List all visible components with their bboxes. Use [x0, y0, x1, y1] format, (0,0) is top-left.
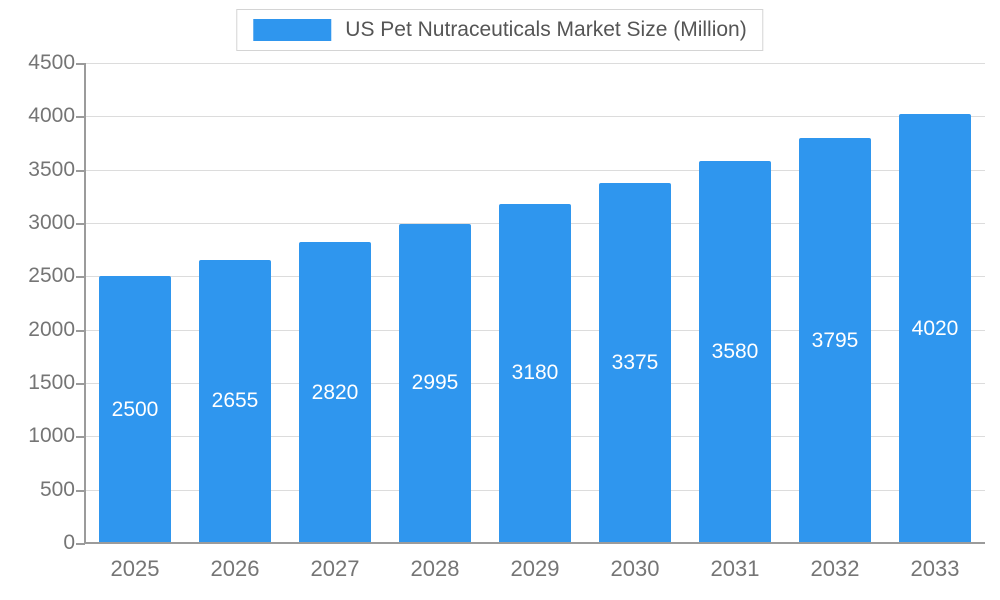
bar-column: 2655 — [185, 63, 285, 543]
y-tick-label: 1000 — [28, 424, 75, 448]
gridline — [85, 63, 985, 64]
legend[interactable]: US Pet Nutraceuticals Market Size (Milli… — [236, 9, 764, 51]
y-tick-label: 500 — [39, 477, 75, 501]
bar-2027: 2820 — [299, 242, 371, 543]
x-tick-label: 2025 — [110, 556, 160, 581]
bar-value-label: 3795 — [811, 328, 859, 352]
bar-series: 2500 2655 2820 2995 3180 3375 3580 3795 4020 — [85, 63, 985, 543]
y-tick-label: 4000 — [28, 104, 75, 128]
y-tick-label: 2000 — [28, 317, 75, 341]
x-tick-label: 2027 — [310, 556, 360, 581]
bar-column: 3180 — [485, 63, 585, 543]
y-tick-label: 1500 — [28, 371, 75, 394]
x-axis-line — [84, 542, 985, 544]
bar-value-label: 4020 — [911, 316, 959, 340]
y-tick-mark — [76, 276, 85, 279]
bar-2028: 2995 — [399, 223, 471, 543]
y-tick-mark — [76, 543, 85, 545]
legend-label: US Pet Nutraceuticals Market Size (Milli… — [345, 18, 747, 41]
x-tick-label: 2029 — [510, 556, 560, 581]
bar-column: 3375 — [585, 63, 685, 543]
x-tick-label: 2026 — [210, 556, 260, 581]
y-tick-mark — [76, 223, 85, 225]
y-tick-mark — [76, 169, 85, 172]
bar-column: 2500 — [85, 63, 185, 543]
legend-swatch — [253, 19, 332, 41]
x-tick-label: 2032 — [810, 556, 860, 581]
gridline — [85, 169, 985, 171]
y-tick-label: 3000 — [28, 211, 75, 234]
bar-2026: 2655 — [199, 259, 271, 543]
y-axis-line — [84, 63, 86, 544]
bar-2025: 2500 — [99, 276, 171, 543]
x-tick-label: 2030 — [610, 556, 660, 581]
bar-column: 4020 — [885, 63, 985, 543]
bar-value-label: 2995 — [411, 371, 459, 395]
bar-value-label: 3580 — [711, 340, 759, 364]
x-axis-labels: 2025 2026 2027 2028 2029 2030 2031 2032 2033 — [85, 556, 985, 582]
bar-value-label: 2500 — [111, 397, 159, 421]
x-tick-label: 2031 — [710, 556, 760, 581]
bar-column: 2995 — [385, 63, 485, 543]
bar-value-label: 2820 — [311, 380, 359, 404]
bar-2032: 3795 — [799, 138, 871, 543]
y-tick-label: 4500 — [28, 51, 75, 74]
bar-column: 3795 — [785, 63, 885, 543]
bar-2029: 3180 — [499, 203, 571, 543]
bar-value-label: 3375 — [611, 351, 659, 374]
y-tick-mark — [76, 329, 85, 332]
bar-value-label: 2655 — [211, 389, 259, 413]
y-tick-label: 0 — [63, 531, 75, 554]
bar-column: 3580 — [685, 63, 785, 543]
y-tick-mark — [76, 489, 85, 492]
plot-area: 2500 2655 2820 2995 3180 3375 3580 3795 4020 — [85, 63, 985, 543]
y-tick-mark — [76, 383, 85, 385]
x-tick-label: 2028 — [410, 556, 460, 581]
bar-2033: 4020 — [899, 114, 971, 543]
y-tick-label: 3500 — [28, 157, 75, 181]
y-tick-mark — [76, 116, 85, 119]
gridline — [85, 116, 985, 118]
bar-column: 2820 — [285, 63, 385, 543]
bar-2030: 3375 — [599, 183, 671, 543]
bar-2031: 3580 — [699, 161, 771, 543]
y-tick-mark — [76, 63, 85, 65]
y-tick-mark — [76, 436, 85, 439]
y-tick-label: 2500 — [28, 264, 75, 288]
bar-value-label: 3180 — [511, 361, 559, 385]
x-tick-label: 2033 — [910, 556, 960, 581]
